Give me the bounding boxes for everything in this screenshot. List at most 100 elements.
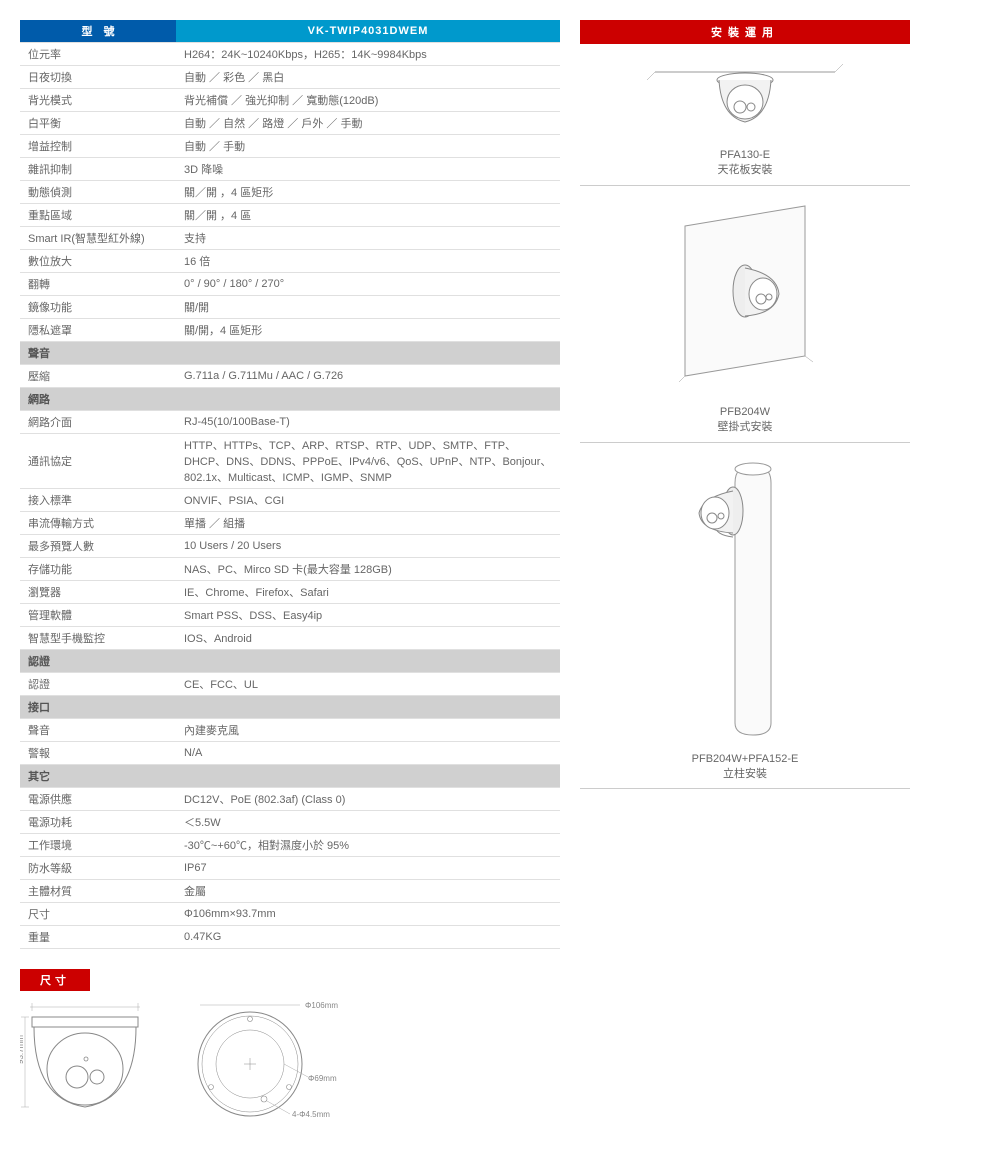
spec-label: 電源供應 [20, 788, 176, 811]
pole-mount-icon [645, 453, 845, 743]
spec-label: 雜訊抑制 [20, 158, 176, 181]
table-header: 型 號 VK-TWIP4031DWEM [20, 20, 560, 43]
section-header: 聲音 [20, 342, 560, 365]
install-ceiling: PFA130-E 天花板安裝 [580, 44, 910, 186]
spec-row: 隱私遮罩關/開，4 區矩形 [20, 319, 560, 342]
install-pole: PFB204W+PFA152-E 立柱安裝 [580, 443, 910, 790]
spec-label: 通訊協定 [20, 434, 176, 489]
spec-row: 白平衡自動 ／ 自然 ／ 路燈 ／ 戶外 ／ 手動 [20, 112, 560, 135]
spec-value: IP67 [176, 857, 560, 880]
spec-label: 認證 [20, 673, 176, 696]
spec-label: 智慧型手機監控 [20, 627, 176, 650]
spec-row: 位元率H264：24K~10240Kbps，H265：14K~9984Kbps [20, 43, 560, 66]
spec-label: 尺寸 [20, 903, 176, 926]
spec-row: 聲音內建麥克風 [20, 719, 560, 742]
spec-row: 工作環境-30℃~+60℃，相對濕度小於 95% [20, 834, 560, 857]
install-header: 安裝運用 [580, 20, 910, 44]
spec-value: 0.47KG [176, 926, 560, 949]
section-header: 其它 [20, 765, 560, 788]
spec-label: 聲音 [20, 719, 176, 742]
spec-row: 日夜切換自動 ／ 彩色 ／ 黑白 [20, 66, 560, 89]
spec-value: Φ106mm×93.7mm [176, 903, 560, 926]
spec-label: 位元率 [20, 43, 176, 66]
model-value-header: VK-TWIP4031DWEM [176, 20, 560, 43]
spec-label: 數位放大 [20, 250, 176, 273]
spec-value: 0° / 90° / 180° / 270° [176, 273, 560, 296]
spec-label: 翻轉 [20, 273, 176, 296]
spec-row: 通訊協定HTTP、HTTPs、TCP、ARP、RTSP、RTP、UDP、SMTP… [20, 434, 560, 489]
svg-text:4-Φ4.5mm: 4-Φ4.5mm [292, 1110, 330, 1119]
bottom-view-diagram: Φ106mm Φ69mm 4-Φ4.5mm [180, 999, 350, 1129]
svg-text:Φ106mm: Φ106mm [305, 1001, 338, 1010]
spec-label: 壓縮 [20, 365, 176, 388]
spec-label: 重點區域 [20, 204, 176, 227]
spec-row: 防水等級IP67 [20, 857, 560, 880]
spec-row: 重點區域關／開 ，4 區 [20, 204, 560, 227]
spec-label: 管理軟體 [20, 604, 176, 627]
spec-value: 關/開 [176, 296, 560, 319]
spec-row: 串流傳輸方式單播 ／ 組播 [20, 512, 560, 535]
spec-label: 背光模式 [20, 89, 176, 112]
spec-label: 防水等級 [20, 857, 176, 880]
spec-label: 電源功耗 [20, 811, 176, 834]
install-label: PFB204W+PFA152-E 立柱安裝 [580, 752, 910, 783]
spec-row: 背光模式背光補償 ／ 強光抑制 ／ 寬動態(120dB) [20, 89, 560, 112]
main-container: 型 號 VK-TWIP4031DWEM 位元率H264：24K~10240Kbp… [20, 20, 980, 1129]
dimensions-diagram: 93.7mm Φ106mm Φ69mm 4-Φ4.5mm [20, 999, 560, 1129]
spec-table: 型 號 VK-TWIP4031DWEM 位元率H264：24K~10240Kbp… [20, 20, 560, 949]
spec-row: 增益控制自動 ／ 手動 [20, 135, 560, 158]
spec-row: 瀏覽器IE、Chrome、Firefox、Safari [20, 581, 560, 604]
spec-row: 接入標準ONVIF、PSIA、CGI [20, 489, 560, 512]
spec-row: 雜訊抑制3D 降噪 [20, 158, 560, 181]
spec-label: 主體材質 [20, 880, 176, 903]
spec-row: 壓縮G.711a / G.711Mu / AAC / G.726 [20, 365, 560, 388]
spec-row: 鏡像功能關/開 [20, 296, 560, 319]
spec-row: 重量0.47KG [20, 926, 560, 949]
spec-row: Smart IR(智慧型紅外線)支持 [20, 227, 560, 250]
spec-row: 動態偵測關／開 ，4 區矩形 [20, 181, 560, 204]
model-label-header: 型 號 [20, 20, 176, 43]
spec-label: 日夜切換 [20, 66, 176, 89]
spec-value: 金屬 [176, 880, 560, 903]
spec-value: -30℃~+60℃，相對濕度小於 95% [176, 834, 560, 857]
spec-value: IE、Chrome、Firefox、Safari [176, 581, 560, 604]
dimensions-header: 尺寸 [20, 969, 90, 991]
spec-label: 動態偵測 [20, 181, 176, 204]
spec-value: 單播 ／ 組播 [176, 512, 560, 535]
spec-column: 型 號 VK-TWIP4031DWEM 位元率H264：24K~10240Kbp… [20, 20, 560, 1129]
spec-row: 認證CE、FCC、UL [20, 673, 560, 696]
spec-value: 關/開，4 區矩形 [176, 319, 560, 342]
spec-label: 接入標準 [20, 489, 176, 512]
spec-row: 管理軟體Smart PSS、DSS、Easy4ip [20, 604, 560, 627]
spec-value: 16 倍 [176, 250, 560, 273]
spec-label: 警報 [20, 742, 176, 765]
spec-row: 主體材質金屬 [20, 880, 560, 903]
spec-value: Smart PSS、DSS、Easy4ip [176, 604, 560, 627]
spec-value: NAS、PC、Mirco SD 卡(最大容量 128GB) [176, 558, 560, 581]
spec-value: HTTP、HTTPs、TCP、ARP、RTSP、RTP、UDP、SMTP、FTP… [176, 434, 560, 489]
svg-text:93.7mm: 93.7mm [20, 1035, 25, 1064]
spec-label: 重量 [20, 926, 176, 949]
spec-row: 智慧型手機監控IOS、Android [20, 627, 560, 650]
spec-row: 數位放大16 倍 [20, 250, 560, 273]
spec-row: 網路介面RJ-45(10/100Base-T) [20, 411, 560, 434]
ceiling-mount-icon [645, 54, 845, 139]
spec-value: 關／開 ，4 區矩形 [176, 181, 560, 204]
spec-value: 10 Users / 20 Users [176, 535, 560, 558]
spec-label: 網路介面 [20, 411, 176, 434]
spec-value: 自動 ／ 彩色 ／ 黑白 [176, 66, 560, 89]
spec-value: 背光補償 ／ 強光抑制 ／ 寬動態(120dB) [176, 89, 560, 112]
spec-row: 最多預覽人數10 Users / 20 Users [20, 535, 560, 558]
spec-label: 最多預覽人數 [20, 535, 176, 558]
spec-value: 自動 ／ 自然 ／ 路燈 ／ 戶外 ／ 手動 [176, 112, 560, 135]
spec-label: Smart IR(智慧型紅外線) [20, 227, 176, 250]
spec-row: 電源功耗＜5.5W [20, 811, 560, 834]
spec-label: 存儲功能 [20, 558, 176, 581]
spec-value: 支持 [176, 227, 560, 250]
spec-value: IOS、Android [176, 627, 560, 650]
install-label: PFA130-E 天花板安裝 [580, 148, 910, 179]
spec-label: 串流傳輸方式 [20, 512, 176, 535]
spec-row: 尺寸Φ106mm×93.7mm [20, 903, 560, 926]
spec-row: 翻轉0° / 90° / 180° / 270° [20, 273, 560, 296]
spec-value: 3D 降噪 [176, 158, 560, 181]
